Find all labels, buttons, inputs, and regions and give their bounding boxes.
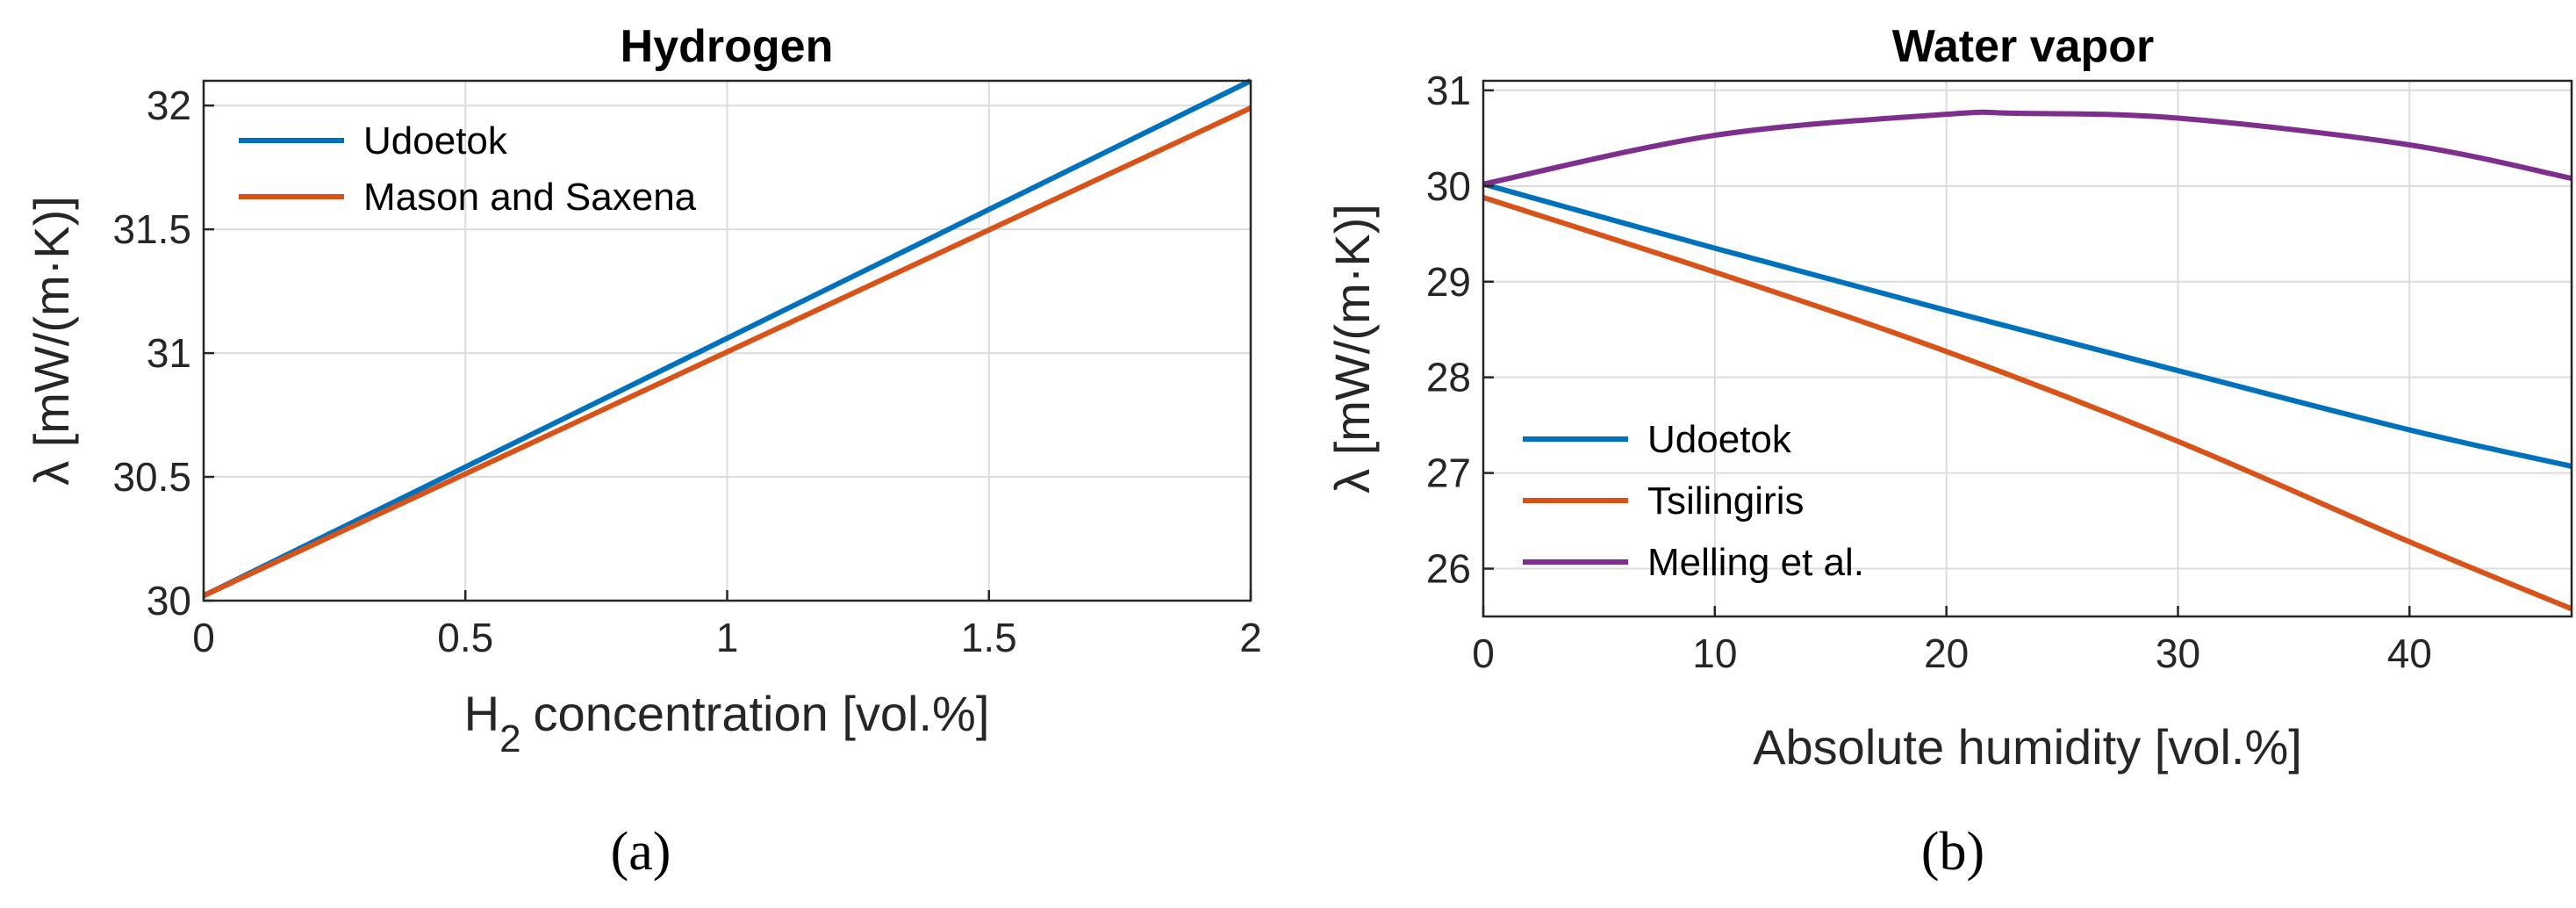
legend-label: Mason and Saxena [363, 176, 697, 219]
y-tick-label: 26 [1426, 546, 1471, 592]
y-tick-label: 31 [1426, 68, 1471, 113]
y-tick-label: 31.5 [112, 206, 191, 252]
x-tick-label: 1 [716, 615, 739, 660]
chart-title: Water vapor [1892, 21, 2155, 72]
panel-label: (a) [611, 822, 671, 882]
y-axis-label: λ [mW/(m·K)] [1324, 204, 1380, 494]
legend-label: Udoetok [363, 119, 508, 162]
series-line-udoetok [1482, 181, 2572, 469]
x-tick-label: 30 [2156, 631, 2200, 676]
chart-water-vapor: Water vapor 0 10 20 30 40 26 27 28 29 30 31 Absol… [1324, 21, 2573, 882]
legend-label: Tsilingiris [1647, 479, 1804, 522]
y-tick-label: 32 [147, 83, 191, 128]
legend-label: Udoetok [1647, 418, 1792, 461]
series-line-melling-et-al [1482, 109, 2572, 187]
x-tick-label: 0 [192, 615, 215, 660]
x-axis-label-subscript: 2 [499, 717, 520, 760]
chart-title: Hydrogen [621, 21, 834, 72]
series-line-tsilingiris [1482, 195, 2573, 612]
x-tick-label: 10 [1692, 631, 1737, 676]
x-tick-label: 20 [1924, 631, 1969, 676]
y-tick-label: 29 [1426, 259, 1471, 305]
y-axis-label: λ [mW/(m·K)] [24, 196, 79, 486]
x-tick-label: 0 [1472, 631, 1495, 676]
panel-label: (b) [1921, 822, 1984, 882]
legend-label: Melling et al. [1647, 541, 1864, 584]
x-axis-label: Absolute humidity [vol.%] [1753, 719, 2302, 775]
x-axis-label: H2 concentration [vol.%] [464, 686, 990, 760]
y-tick-label: 30 [1426, 163, 1471, 209]
series-line-mason-and-saxena [202, 105, 1252, 599]
x-axis-label-species: H [464, 686, 499, 741]
y-tick-label: 27 [1426, 450, 1471, 496]
x-tick-label: 1.5 [961, 615, 1017, 660]
y-tick-label: 30 [147, 578, 191, 623]
x-tick-label: 40 [2387, 631, 2432, 676]
series-line-udoetok [202, 78, 1252, 599]
y-tick-label: 30.5 [112, 454, 191, 500]
plot-area-frame [1482, 79, 2573, 618]
y-tick-label: 28 [1426, 355, 1471, 400]
x-tick-label: 0.5 [437, 615, 493, 660]
x-tick-label: 2 [1239, 615, 1262, 660]
x-axis-label-text: concentration [vol.%] [534, 686, 990, 741]
y-tick-label: 31 [147, 330, 191, 376]
